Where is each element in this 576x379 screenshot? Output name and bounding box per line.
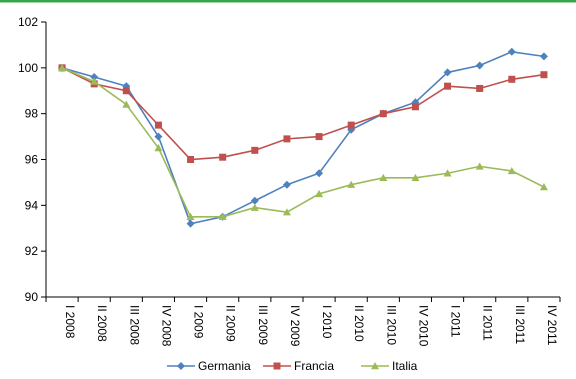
legend-label-italia: Italia xyxy=(392,359,418,373)
legend-item-francia: Francia xyxy=(263,359,334,373)
y-tick-label: 94 xyxy=(25,198,39,212)
y-tick-label: 98 xyxy=(25,107,39,121)
x-tick-label: IV 2010 xyxy=(416,305,430,347)
x-tick-label: I 2009 xyxy=(192,305,206,339)
series-line-germania xyxy=(61,50,545,225)
data-point-francia xyxy=(508,75,516,83)
x-tick-label: IV 2011 xyxy=(545,305,559,346)
data-point-germania xyxy=(282,180,291,189)
legend-marker-germania xyxy=(177,362,185,370)
legend-marker-francia xyxy=(273,362,281,370)
legend-label-germania: Germania xyxy=(198,359,251,373)
x-tick-label: III 2009 xyxy=(256,305,270,345)
x-tick-label: IV 2009 xyxy=(288,305,302,347)
data-point-francia xyxy=(283,135,291,143)
y-tick-label: 100 xyxy=(18,61,38,75)
legend-marker-italia xyxy=(371,362,379,370)
data-point-italia xyxy=(411,173,420,182)
data-point-francia xyxy=(122,87,130,95)
top-rule xyxy=(0,0,576,3)
data-point-francia xyxy=(251,146,259,154)
data-point-francia xyxy=(347,121,355,129)
data-point-francia xyxy=(315,133,323,141)
data-point-francia xyxy=(540,71,548,79)
data-point-germania xyxy=(315,169,324,178)
data-point-germania xyxy=(539,52,548,61)
data-point-italia xyxy=(58,63,67,72)
data-point-italia xyxy=(186,212,195,220)
legend-item-italia: Italia xyxy=(361,359,418,373)
data-point-italia xyxy=(282,208,291,216)
data-point-germania xyxy=(90,73,99,81)
y-tick-label: 90 xyxy=(25,290,39,304)
data-point-italia xyxy=(443,169,452,177)
data-point-italia xyxy=(379,173,388,182)
data-point-francia xyxy=(379,110,387,118)
data-point-italia xyxy=(347,180,356,188)
series-italia xyxy=(58,63,548,220)
data-point-germania xyxy=(250,196,259,205)
data-point-italia xyxy=(250,203,259,211)
x-tick-label: I 2011 xyxy=(449,305,463,338)
x-tick-label: I 2010 xyxy=(320,305,334,339)
data-point-italia xyxy=(475,162,484,170)
data-point-germania xyxy=(475,61,484,70)
plot-area xyxy=(45,22,560,298)
data-point-italia xyxy=(122,100,131,108)
data-point-francia xyxy=(219,153,227,161)
x-tick-label: II 2009 xyxy=(224,305,238,342)
data-point-italia xyxy=(218,212,227,220)
x-tick-label: IV 2008 xyxy=(159,305,173,347)
y-tick-label: 102 xyxy=(18,15,38,29)
series-line-italia xyxy=(61,67,545,218)
data-point-italia xyxy=(315,189,324,198)
data-point-francia xyxy=(411,103,419,111)
legend-label-francia: Francia xyxy=(294,359,334,373)
data-point-italia xyxy=(539,183,548,191)
x-tick-label: III 2010 xyxy=(384,305,398,345)
legend: Germania Francia Italia xyxy=(167,359,418,373)
data-point-germania xyxy=(443,68,452,77)
series-line-francia xyxy=(61,67,545,161)
series-francia xyxy=(58,64,548,163)
data-point-italia xyxy=(154,144,163,152)
legend-item-germania: Germania xyxy=(167,359,251,373)
data-point-germania xyxy=(186,219,195,228)
x-tick-label: III 2011 xyxy=(513,305,527,344)
x-axis-ticks: I 2008 II 2008 III 2008 IV 2008 I 2009 II 200… xyxy=(45,297,561,347)
x-tick-label: II 2011 xyxy=(481,305,495,341)
data-point-francia xyxy=(476,84,484,92)
x-tick-label: II 2008 xyxy=(95,305,109,342)
data-point-francia xyxy=(187,156,195,163)
x-tick-label: I 2008 xyxy=(63,305,77,339)
data-point-italia xyxy=(90,77,99,85)
data-point-germania xyxy=(154,132,163,141)
data-point-francia xyxy=(154,121,162,129)
x-tick-label: II 2010 xyxy=(352,305,366,342)
y-tick-label: 92 xyxy=(25,244,39,258)
data-point-italia xyxy=(507,166,516,175)
series-layer xyxy=(58,47,548,228)
y-tick-label: 96 xyxy=(25,153,39,167)
x-tick-label: III 2008 xyxy=(127,305,141,345)
y-axis-ticks: 90 92 94 96 98 100 102 xyxy=(18,15,46,304)
data-point-germania xyxy=(507,47,516,56)
data-point-francia xyxy=(444,82,452,90)
